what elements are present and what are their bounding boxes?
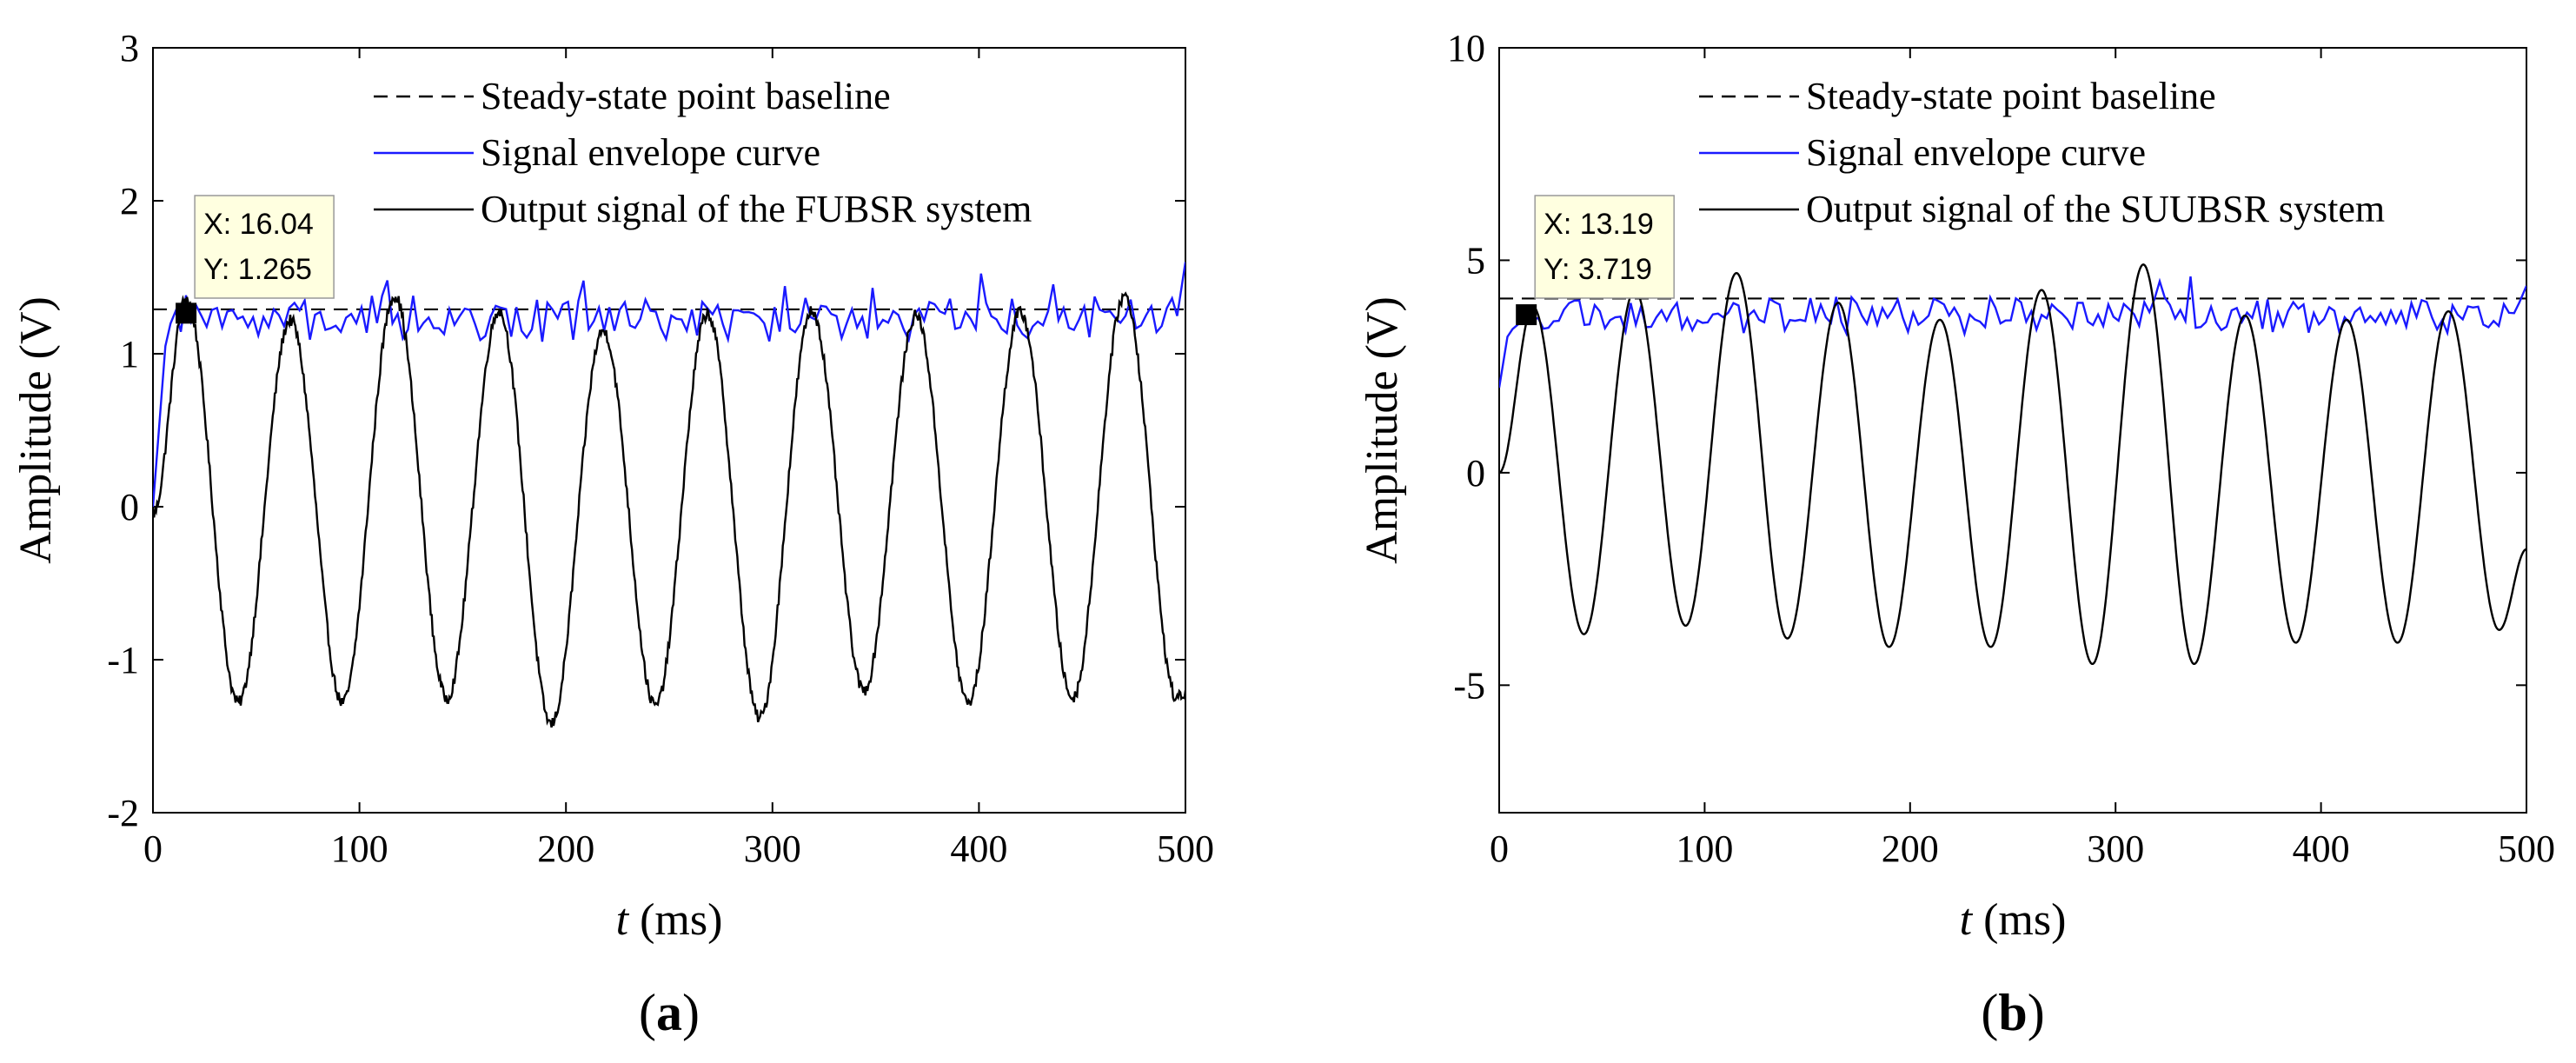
plot-area-frame (152, 47, 1186, 814)
datatip-x-text: X: 13.19 (1544, 208, 1654, 241)
x-tick-label: 500 (2498, 827, 2555, 870)
x-tick-label: 300 (744, 827, 801, 870)
y-tick-label: 0 (1466, 452, 1485, 495)
datatip-x-text: X: 16.04 (203, 208, 314, 241)
y-tick-label: 3 (120, 27, 139, 70)
x-axis-label: t (ms) (1960, 895, 2067, 945)
panel-label-open: ( (1981, 984, 1998, 1041)
legend-entry-2: Signal envelope curve (1806, 131, 2146, 174)
output-signal-curve (1499, 262, 2526, 665)
y-tick-label: 2 (120, 180, 139, 223)
x-axis-label-unit: (ms) (628, 895, 722, 945)
datatip-y-text: Y: 1.265 (203, 253, 312, 286)
y-tick-label: -5 (1453, 664, 1485, 707)
panel-label: (a) (639, 984, 700, 1041)
panel-label-open: ( (639, 984, 656, 1041)
x-tick-label: 400 (2293, 827, 2350, 870)
x-tick-label: 500 (1157, 827, 1214, 870)
plot-lines (153, 262, 1185, 728)
legend-entry-1: Steady-state point baseline (1806, 75, 2216, 117)
y-axis-label: Amplitude (V) (11, 296, 61, 564)
x-tick-label: 200 (1882, 827, 1939, 870)
panel-label-close: ) (2028, 984, 2045, 1041)
panel-label-letter: b (1998, 984, 2027, 1041)
x-tick-label: 0 (1490, 827, 1509, 870)
legend-entry-3: Output signal of the FUBSR system (481, 188, 1032, 230)
signal-envelope-curve (1499, 276, 2526, 389)
y-tick-label: 5 (1466, 239, 1485, 282)
x-tick-label: 200 (537, 827, 594, 870)
y-axis-label: Amplitude (V) (1358, 296, 1407, 564)
y-tick-label: 1 (120, 333, 139, 375)
datatip-marker (176, 302, 197, 324)
x-axis-label: t (ms) (616, 895, 723, 945)
panel-label: (b) (1981, 984, 2044, 1041)
legend-entry-2: Signal envelope curve (481, 131, 820, 174)
datatip-marker (1516, 304, 1537, 326)
datatip-box (194, 195, 335, 299)
y-tick-label: -2 (107, 792, 139, 834)
signal-envelope-curve (153, 262, 1185, 508)
panel-label-letter: a (656, 984, 682, 1041)
datatip-y-text: Y: 3.719 (1544, 253, 1652, 286)
legend-entry-3: Output signal of the SUUBSR system (1806, 188, 2385, 230)
y-tick-label: 10 (1447, 27, 1485, 70)
x-axis-label-variable: t (616, 895, 630, 945)
output-signal-curve (153, 291, 1185, 728)
datatip-box (1534, 195, 1675, 299)
panel-label-close: ) (682, 984, 700, 1041)
x-axis-label-unit: (ms) (1972, 895, 2066, 945)
legend-entry-1: Steady-state point baseline (481, 75, 891, 117)
chart-panel-b: 0 100 200 300 400 500 -5 0 5 10 t (ms) Amplitude (V… (1358, 27, 2555, 1041)
x-tick-label: 0 (143, 827, 163, 870)
x-tick-label: 400 (950, 827, 1007, 870)
y-tick-label: 0 (120, 486, 139, 528)
x-tick-label: 100 (1676, 827, 1733, 870)
plot-area-frame (1498, 47, 2527, 814)
x-tick-label: 300 (2087, 827, 2144, 870)
x-tick-label: 100 (331, 827, 388, 870)
chart-panel-a: 0 100 200 300 400 500 -2 -1 0 1 2 3 t (ms) Amplitude … (11, 27, 1214, 1041)
plot-lines (1499, 262, 2526, 665)
y-tick-label: -1 (107, 639, 139, 681)
x-axis-label-variable: t (1960, 895, 1974, 945)
